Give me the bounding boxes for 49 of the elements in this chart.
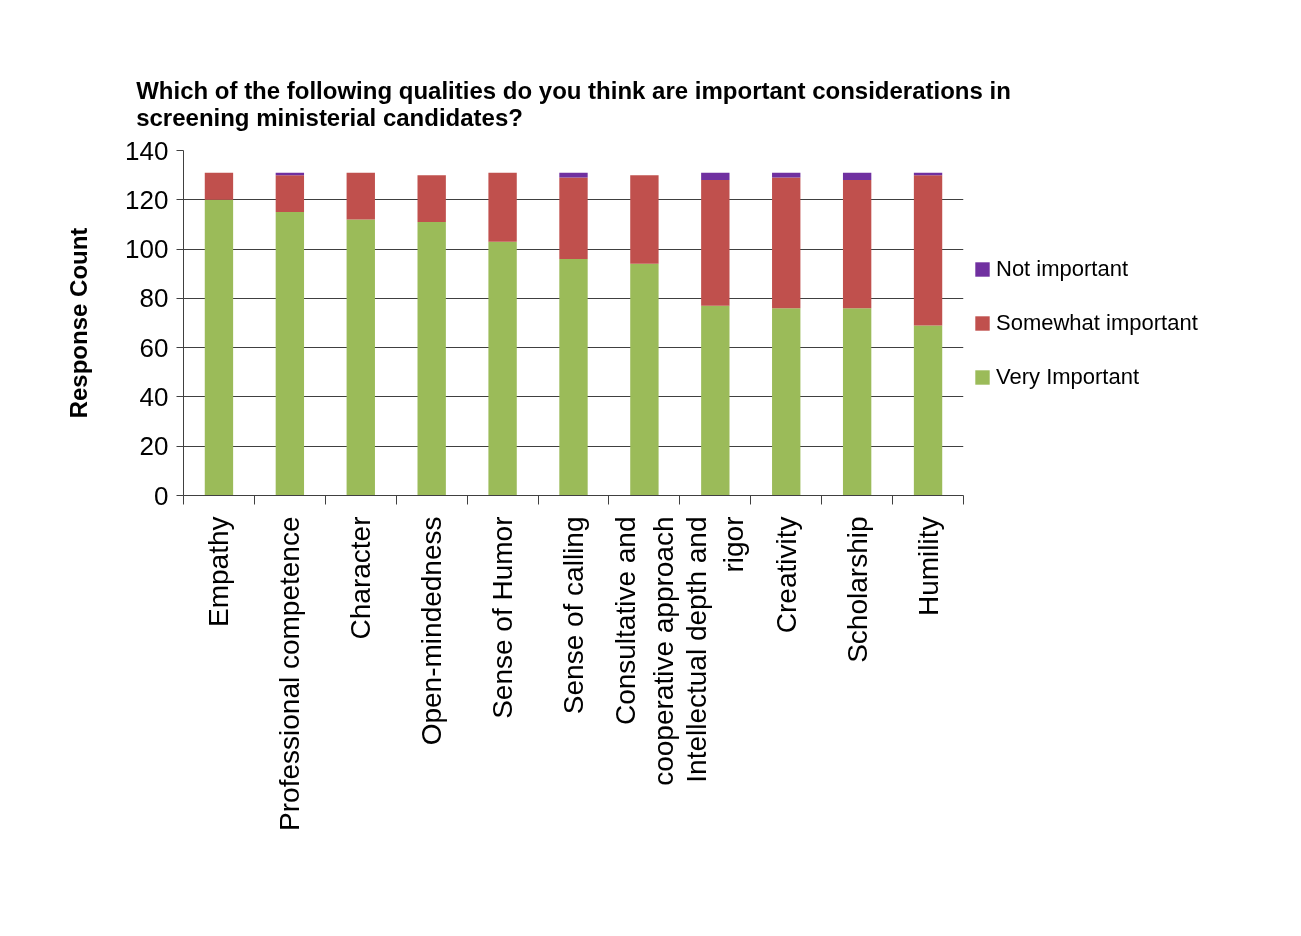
legend-label: Somewhat important	[996, 309, 1198, 336]
x-tick-label: Creativity	[770, 516, 802, 634]
bar	[842, 308, 872, 496]
bar	[772, 172, 801, 178]
bar	[630, 175, 659, 264]
y-tick-label: 60	[139, 332, 169, 363]
bar	[913, 175, 943, 326]
y-tick-label: 80	[139, 283, 169, 314]
legend-label: Very Important	[996, 363, 1140, 390]
y-tick-label: 20	[139, 431, 169, 462]
y-tick-label: 120	[125, 184, 169, 215]
bar	[346, 172, 375, 220]
bar	[559, 177, 588, 259]
x-tick-label: Empathy	[203, 516, 235, 627]
bar	[346, 219, 375, 496]
bar	[559, 258, 588, 496]
bar	[275, 175, 305, 213]
bar	[913, 325, 943, 496]
x-tick-label: Professional competence	[274, 516, 306, 831]
bar	[842, 180, 872, 309]
x-tick-label: Character	[345, 516, 377, 640]
bar	[842, 172, 872, 181]
bar	[630, 263, 659, 496]
x-tick-label: Open-mindedness	[416, 516, 448, 746]
y-tick-label: 40	[139, 381, 169, 412]
y-tick-label: 140	[125, 135, 169, 166]
bar	[275, 212, 305, 496]
bar	[417, 175, 446, 222]
bar	[204, 172, 234, 200]
bar	[417, 221, 446, 496]
bar	[701, 180, 730, 306]
y-tick-label: 0	[154, 480, 169, 511]
bar	[488, 172, 517, 242]
bar	[701, 305, 730, 496]
x-tick-label: Sense of calling	[558, 516, 589, 715]
x-tick-label: Consultative and cooperative approach	[610, 516, 679, 786]
bar	[701, 172, 730, 181]
bar	[204, 199, 234, 496]
bar	[488, 241, 517, 496]
chart-title: Which of the following qualities do you think are important considerations in screening ministerial candidates?	[136, 76, 1011, 131]
y-axis-title: Response Count	[65, 227, 93, 419]
x-tick-label: Sense of Humor	[487, 516, 519, 719]
x-tick-label: Humility	[912, 516, 944, 617]
legend-label: Not important	[996, 255, 1129, 282]
bar	[772, 177, 801, 309]
bar	[772, 308, 801, 496]
bar	[559, 172, 588, 178]
y-tick-label: 100	[125, 234, 169, 265]
x-tick-label: Scholarship	[841, 516, 873, 663]
